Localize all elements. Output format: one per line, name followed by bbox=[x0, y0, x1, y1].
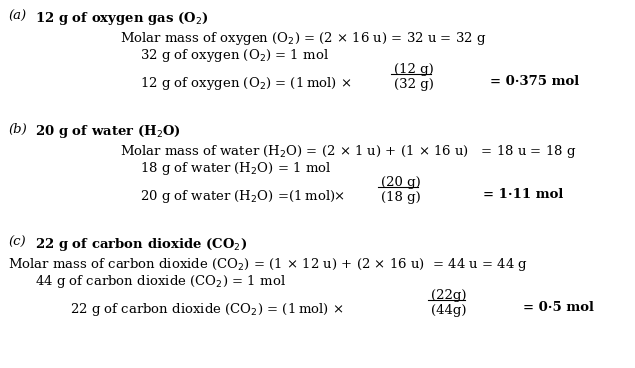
Text: (18 g): (18 g) bbox=[381, 191, 421, 204]
Text: (c): (c) bbox=[8, 236, 25, 249]
Text: 44 g of carbon dioxide (CO$_2$) = 1 mol: 44 g of carbon dioxide (CO$_2$) = 1 mol bbox=[35, 273, 286, 290]
Text: = 0·375 mol: = 0·375 mol bbox=[490, 75, 579, 88]
Text: 12 g of oxygen (O$_2$) = (1 mol) ×: 12 g of oxygen (O$_2$) = (1 mol) × bbox=[140, 75, 352, 92]
Text: Molar mass of carbon dioxide (CO$_2$) = (1 × 12 u) + (2 × 16 u)  = 44 u = 44 g: Molar mass of carbon dioxide (CO$_2$) = … bbox=[8, 256, 528, 273]
Text: = 0·5 mol: = 0·5 mol bbox=[523, 301, 594, 314]
Text: = 1·11 mol: = 1·11 mol bbox=[483, 188, 563, 201]
Text: (a): (a) bbox=[8, 10, 26, 23]
Text: (12 g): (12 g) bbox=[394, 63, 434, 76]
Text: Molar mass of oxygen (O$_2$) = (2 × 16 u) = 32 u = 32 g: Molar mass of oxygen (O$_2$) = (2 × 16 u… bbox=[120, 30, 486, 47]
Text: (44g): (44g) bbox=[431, 304, 467, 317]
Text: 20 g of water (H$_2$O): 20 g of water (H$_2$O) bbox=[35, 123, 181, 140]
Text: 18 g of water (H$_2$O) = 1 mol: 18 g of water (H$_2$O) = 1 mol bbox=[140, 160, 331, 177]
Text: Molar mass of water (H$_2$O) = (2 × 1 u) + (1 × 16 u)   = 18 u = 18 g: Molar mass of water (H$_2$O) = (2 × 1 u)… bbox=[120, 143, 577, 160]
Text: (b): (b) bbox=[8, 123, 27, 136]
Text: 22 g of carbon dioxide (CO$_2$) = (1 mol) ×: 22 g of carbon dioxide (CO$_2$) = (1 mol… bbox=[70, 301, 344, 318]
Text: 22 g of carbon dioxide (CO$_2$): 22 g of carbon dioxide (CO$_2$) bbox=[35, 236, 247, 253]
Text: (20 g): (20 g) bbox=[381, 176, 421, 189]
Text: (22g): (22g) bbox=[431, 289, 467, 302]
Text: 12 g of oxygen gas (O$_2$): 12 g of oxygen gas (O$_2$) bbox=[35, 10, 208, 27]
Text: 32 g of oxygen (O$_2$) = 1 mol: 32 g of oxygen (O$_2$) = 1 mol bbox=[140, 47, 329, 64]
Text: 20 g of water (H$_2$O) =(1 mol)×: 20 g of water (H$_2$O) =(1 mol)× bbox=[140, 188, 345, 205]
Text: (32 g): (32 g) bbox=[394, 78, 434, 91]
